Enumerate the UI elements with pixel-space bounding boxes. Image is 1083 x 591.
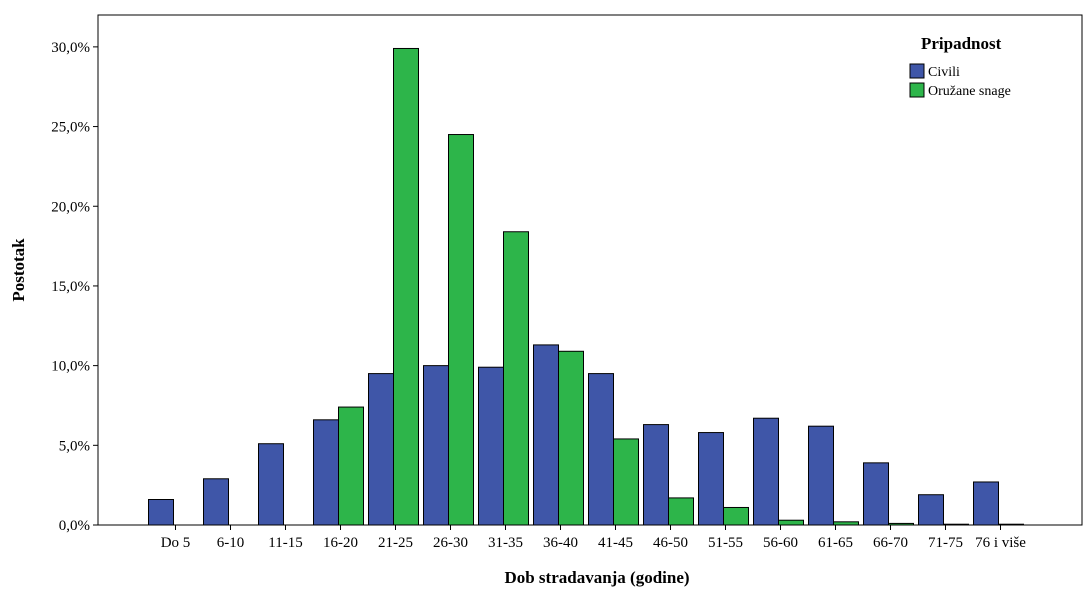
bar-oruzane-snage-12 [833,521,859,526]
bar-civili-9 [643,424,669,526]
bar-civili-10 [698,432,724,526]
x-tick-label: 46-50 [653,535,688,551]
bar-civili-0 [148,499,174,526]
x-tick-label: 36-40 [543,535,578,551]
y-axis-title: Postotak [9,238,28,302]
x-tick-label: 31-35 [488,535,523,551]
bar-civili-5 [423,365,449,526]
y-tick-label: 10,0% [51,359,90,375]
legend-label: Civili [928,65,960,80]
bar-oruzane-snage-4 [393,47,419,526]
bar-oruzane-snage-15 [998,523,1024,526]
bar-civili-1 [203,478,229,526]
y-tick-label: 0,0% [59,518,90,534]
bar-oruzane-snage-11 [778,519,804,526]
bar-civili-4 [368,373,394,526]
x-axis-title: Dob stradavanja (godine) [504,568,689,587]
legend: Pripadnost Civili Oružane snage [909,34,1011,99]
bar-civili-15 [973,481,999,526]
bars [148,47,1024,526]
y-tick-label: 25,0% [51,120,90,136]
x-tick-label: 51-55 [708,535,743,551]
bar-civili-12 [808,425,834,526]
x-tick-label: 21-25 [378,535,413,551]
x-axis: Do 5 6-10 11-15 16-20 21-25 26-30 31-35 36-40 41… [161,525,1026,551]
y-tick-label: 30,0% [51,40,90,56]
x-tick-label: 71-75 [928,535,963,551]
legend-swatch [909,63,925,79]
x-tick-label: Do 5 [161,535,191,551]
bar-civili-11 [753,417,779,526]
x-tick-label: 76 i više [975,535,1026,551]
x-tick-label: 6-10 [217,535,245,551]
bar-civili-7 [533,344,559,526]
bar-civili-3 [313,419,339,526]
x-tick-label: 41-45 [598,535,633,551]
bar-civili-2 [258,443,284,526]
bar-oruzane-snage-10 [723,506,749,526]
bar-civili-14 [918,494,944,526]
x-tick-label: 61-65 [818,535,853,551]
bar-civili-13 [863,462,889,526]
bar-civili-8 [588,373,614,526]
y-tick-label: 20,0% [51,199,90,215]
y-tick-label: 15,0% [51,279,90,295]
legend-label: Oružane snage [928,84,1011,99]
x-tick-label: 66-70 [873,535,908,551]
legend-title: Pripadnost [921,34,1002,53]
y-tick-label: 5,0% [59,438,90,454]
x-tick-label: 11-15 [268,535,302,551]
bar-oruzane-snage-6 [503,231,529,526]
bar-civili-6 [478,366,504,526]
x-tick-label: 56-60 [763,535,798,551]
y-axis: 0,0% 5,0% 10,0% 15,0% 20,0% 25,0% 30,0% [51,40,98,534]
bar-oruzane-snage-7 [558,350,584,526]
bar-oruzane-snage-8 [613,438,639,526]
bar-oruzane-snage-14 [943,523,969,526]
bar-oruzane-snage-3 [338,406,364,526]
x-tick-label: 16-20 [323,535,358,551]
legend-swatch [909,82,925,98]
x-tick-label: 26-30 [433,535,468,551]
bar-oruzane-snage-9 [668,497,694,526]
bar-oruzane-snage-13 [888,522,914,526]
bar-oruzane-snage-5 [448,134,474,526]
